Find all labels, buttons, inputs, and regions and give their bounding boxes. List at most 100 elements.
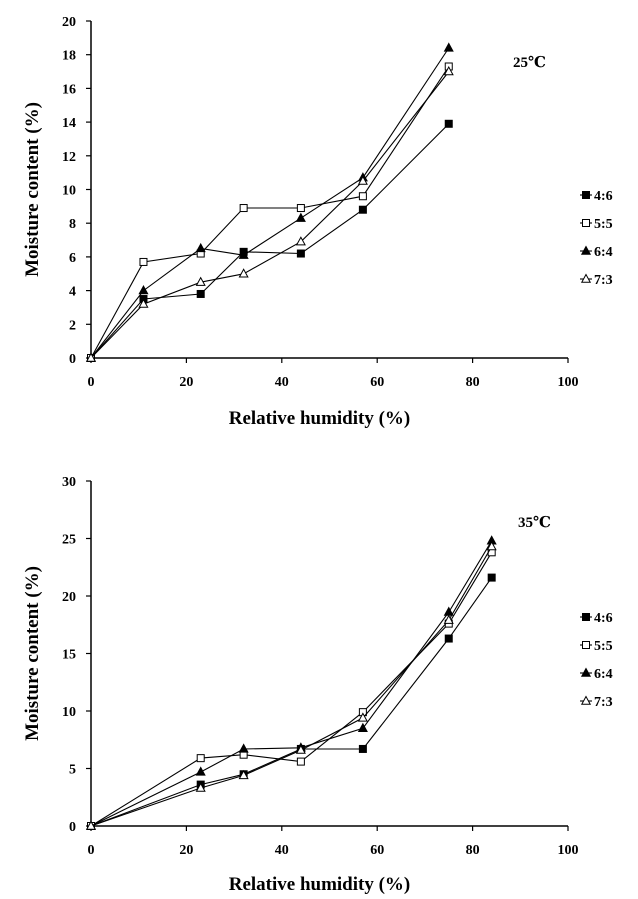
data-point xyxy=(296,204,305,213)
data-point xyxy=(238,249,249,259)
data-point xyxy=(239,204,248,213)
data-point xyxy=(238,769,249,780)
x-tick-label: 40 xyxy=(275,375,289,390)
legend-marker xyxy=(582,191,590,199)
legend-label: 6:4 xyxy=(594,667,613,682)
data-point xyxy=(443,66,454,76)
data-point xyxy=(138,285,149,295)
series-line xyxy=(90,552,493,827)
legend-marker xyxy=(580,273,592,283)
x-axis-title: Relative humidity (%) xyxy=(229,874,411,895)
data-point xyxy=(443,42,454,52)
x-tick-label: 20 xyxy=(179,843,193,858)
temperature-label: 25℃ xyxy=(513,55,546,71)
temperature-label: 35℃ xyxy=(518,515,551,531)
legend-label: 7:3 xyxy=(594,273,613,288)
y-tick-label: 20 xyxy=(62,590,76,605)
series-4-6 xyxy=(87,119,453,362)
y-tick-label: 6 xyxy=(69,251,76,266)
x-tick-label: 80 xyxy=(466,843,480,858)
series-4-6 xyxy=(87,573,496,830)
data-point xyxy=(357,712,368,722)
data-point xyxy=(296,249,305,258)
legend-marker xyxy=(580,667,592,677)
series-line xyxy=(90,71,450,359)
y-axis-title: Moisture content (%) xyxy=(22,102,43,277)
series-line xyxy=(90,47,450,359)
data-point xyxy=(357,722,368,732)
series-7-3 xyxy=(85,541,497,830)
series-line xyxy=(90,546,493,827)
legend-marker xyxy=(580,695,592,705)
data-point xyxy=(196,289,205,298)
y-tick-label: 8 xyxy=(69,217,76,232)
y-tick-label: 14 xyxy=(62,116,76,131)
y-tick-label: 4 xyxy=(69,285,76,300)
x-tick-label: 80 xyxy=(466,375,480,390)
x-tick-label: 20 xyxy=(179,375,193,390)
series-5-5 xyxy=(87,62,453,362)
legend-label: 4:6 xyxy=(594,189,613,204)
data-point xyxy=(358,744,367,753)
legend-marker xyxy=(582,613,590,621)
x-axis-title: Relative humidity (%) xyxy=(229,408,411,429)
data-point xyxy=(195,242,206,253)
legend-label: 5:5 xyxy=(594,639,613,654)
data-point xyxy=(357,175,368,185)
data-point xyxy=(487,573,496,582)
legend-marker xyxy=(582,219,590,227)
legend-marker xyxy=(580,245,592,255)
data-point xyxy=(295,744,306,754)
legend-label: 5:5 xyxy=(594,217,613,232)
x-tick-label: 0 xyxy=(88,375,95,390)
data-point xyxy=(358,192,367,201)
series-6-4 xyxy=(85,535,497,830)
legend-label: 7:3 xyxy=(594,695,613,710)
y-tick-label: 10 xyxy=(62,705,76,720)
x-tick-label: 40 xyxy=(275,843,289,858)
data-point xyxy=(444,634,453,643)
y-tick-label: 5 xyxy=(69,763,76,778)
data-point xyxy=(195,276,206,286)
y-tick-label: 30 xyxy=(62,475,76,490)
y-tick-label: 0 xyxy=(69,352,76,367)
data-point xyxy=(486,541,497,551)
data-point xyxy=(443,614,454,624)
series-7-3 xyxy=(85,66,454,362)
data-point xyxy=(238,268,249,278)
series-line xyxy=(90,66,450,359)
data-point xyxy=(358,205,367,214)
series-6-4 xyxy=(85,42,454,362)
legend-label: 4:6 xyxy=(594,611,613,626)
data-point xyxy=(195,782,206,792)
y-tick-label: 2 xyxy=(69,318,76,333)
y-tick-label: 20 xyxy=(62,15,76,30)
data-point xyxy=(139,257,148,266)
data-point xyxy=(85,352,97,362)
series-line xyxy=(90,540,493,827)
x-tick-label: 100 xyxy=(558,843,579,858)
data-point xyxy=(138,298,149,308)
x-tick-label: 60 xyxy=(370,375,384,390)
y-tick-label: 18 xyxy=(62,49,76,64)
chart-2: 0 5 10 15 20 25 30 0 20 40 60 80 100 Relative humidit… xyxy=(22,475,613,895)
legend-label: 6:4 xyxy=(594,245,613,260)
x-tick-label: 60 xyxy=(370,843,384,858)
x-tick-label: 0 xyxy=(88,843,95,858)
y-tick-label: 25 xyxy=(62,533,76,548)
data-point xyxy=(296,757,305,766)
legend-marker xyxy=(582,641,590,649)
y-tick-label: 15 xyxy=(62,648,76,663)
series-5-5 xyxy=(87,548,496,830)
data-point xyxy=(196,754,205,763)
data-point xyxy=(444,119,453,128)
y-tick-label: 16 xyxy=(62,82,76,97)
series-line xyxy=(90,123,450,359)
y-tick-label: 12 xyxy=(62,150,76,165)
data-point xyxy=(195,766,206,776)
data-point xyxy=(238,743,249,753)
y-tick-label: 10 xyxy=(62,184,76,199)
data-point xyxy=(295,236,306,246)
data-point xyxy=(85,820,97,830)
